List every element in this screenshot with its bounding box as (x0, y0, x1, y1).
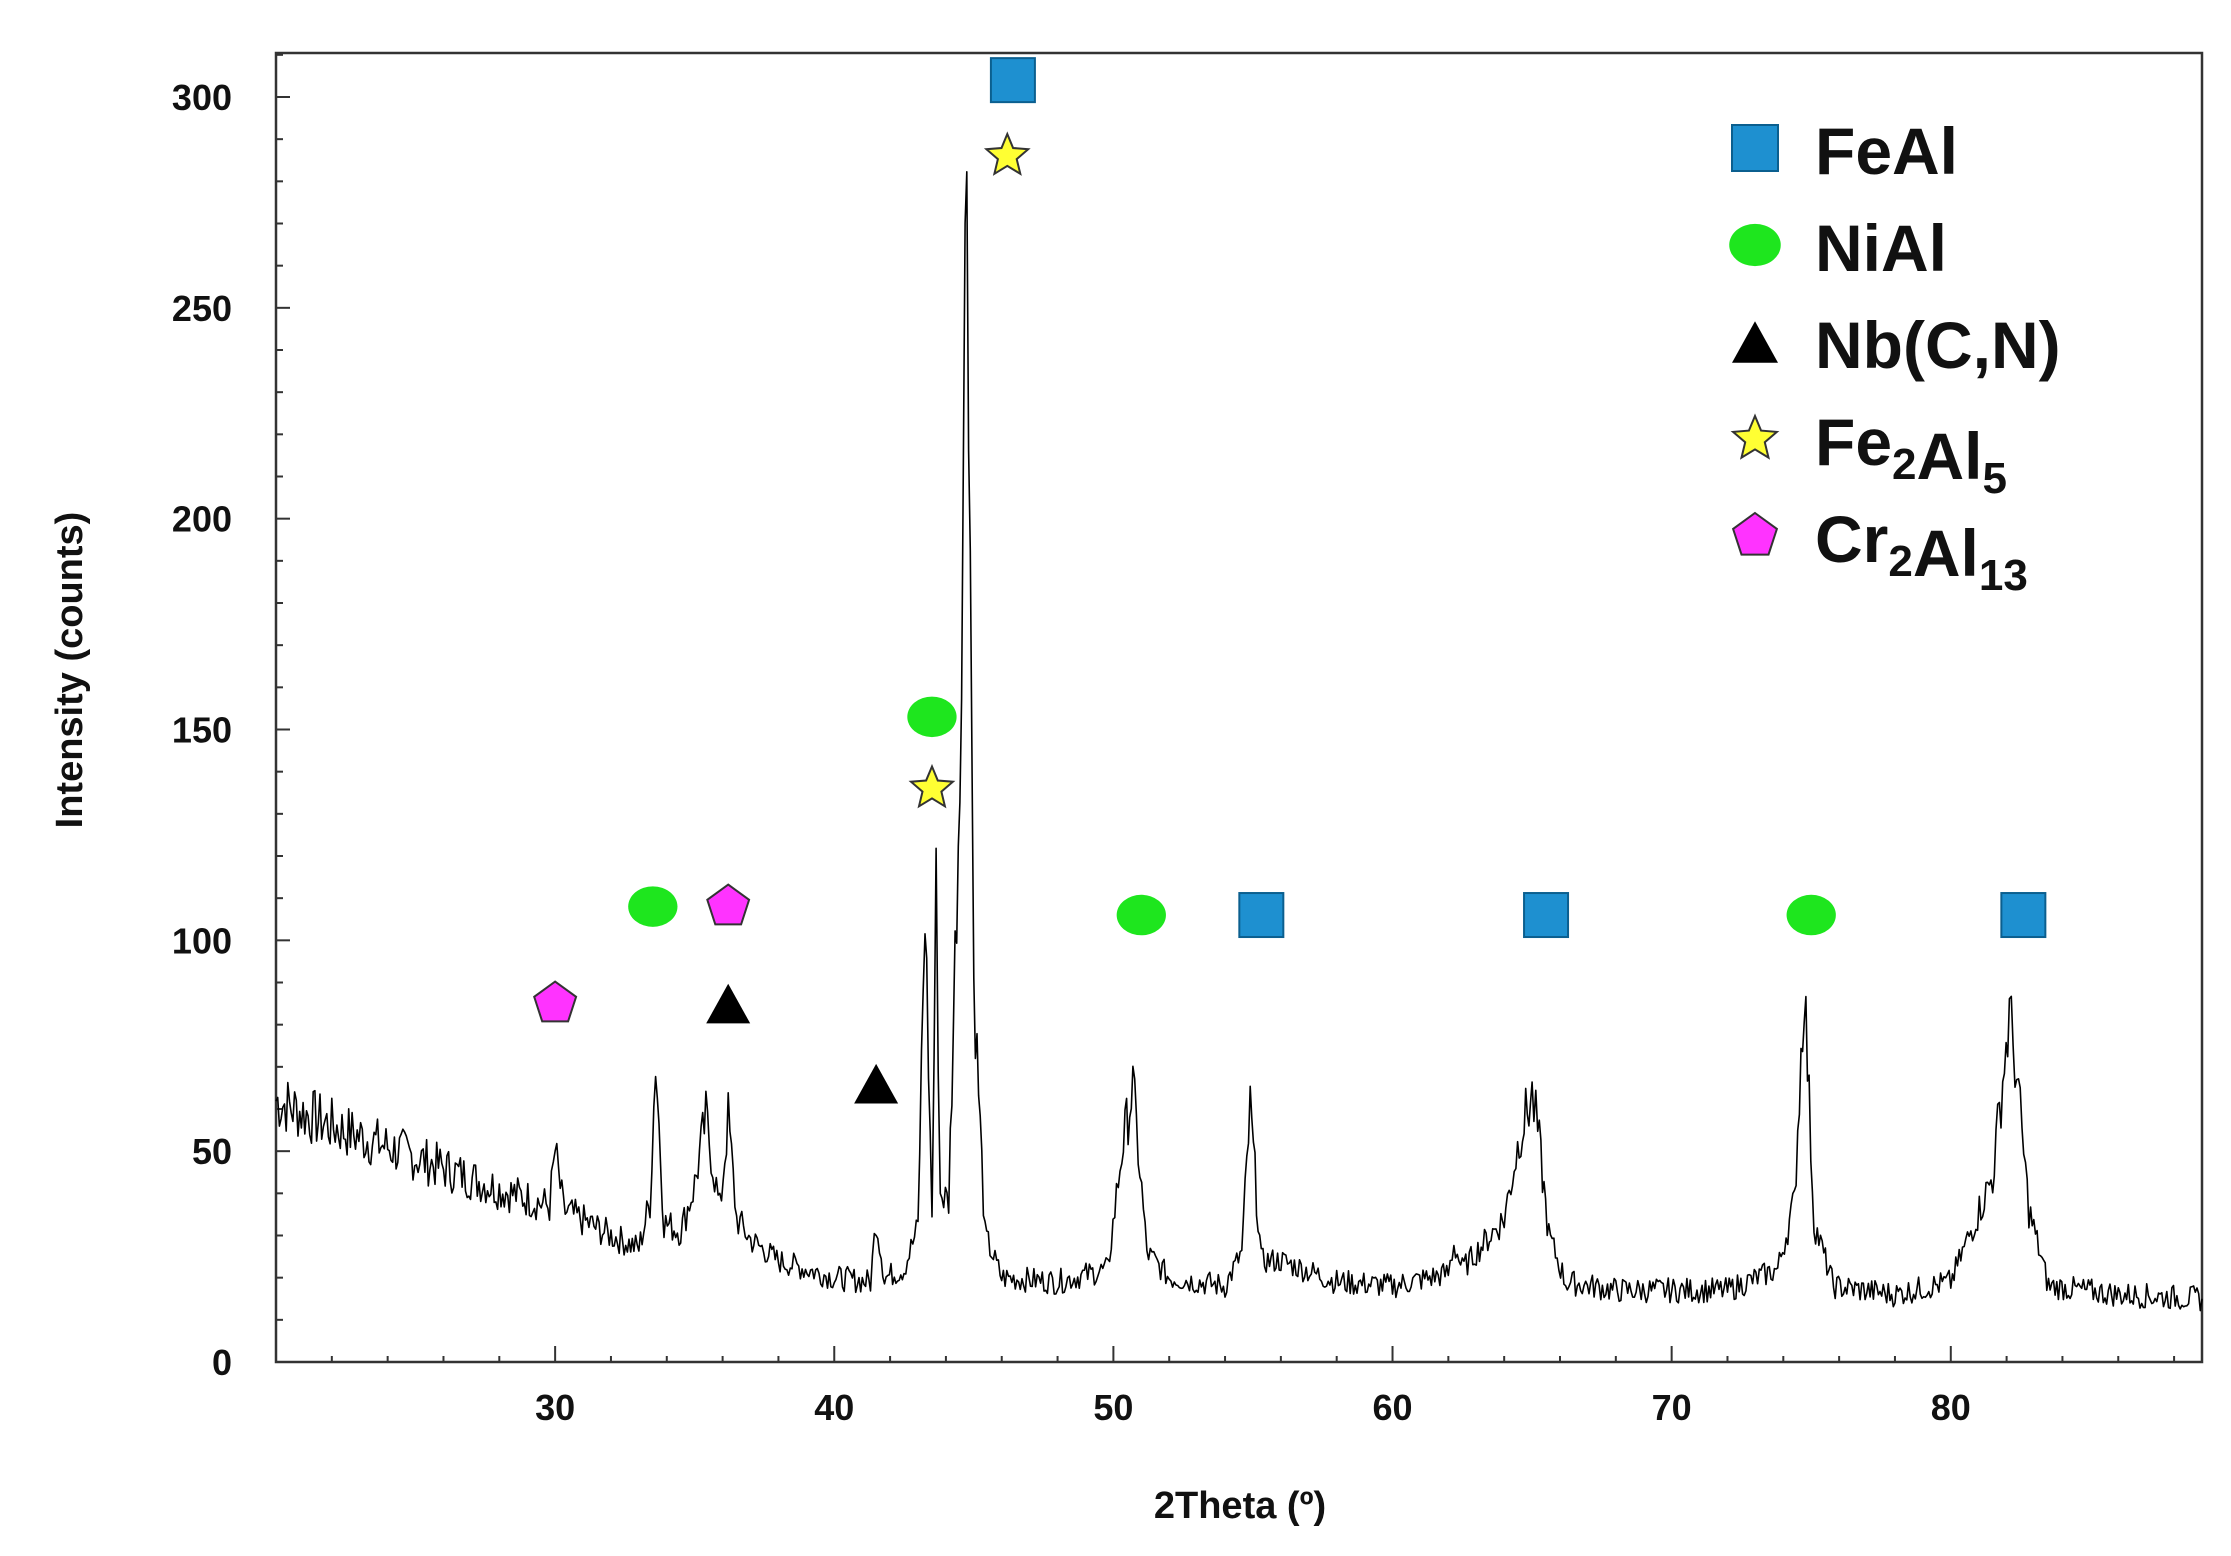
marker-shape (1786, 894, 1836, 936)
y-axis: 0 50 100 150 200 250 300 (172, 53, 290, 1383)
phase-marker-square (2000, 892, 2047, 939)
marker-shape (854, 1063, 899, 1104)
marker-shape (1116, 894, 1166, 936)
series-line (275, 171, 2203, 1312)
marker-shape (907, 696, 957, 738)
marker-shape (628, 886, 678, 927)
marker-shape (706, 983, 751, 1024)
legend-marker-square (1731, 124, 1779, 172)
y-tick-label: 100 (172, 920, 232, 961)
marker-shape (983, 131, 1031, 176)
x-axis-title: 2Theta (º) (1154, 1485, 1326, 1527)
legend-label: Cr2Al13 (1815, 502, 2028, 600)
marker-shape (706, 883, 751, 926)
x-tick-label: 30 (535, 1387, 575, 1428)
marker-shape (1731, 511, 1779, 556)
legend-marker-ellipse (1729, 223, 1781, 267)
phase-marker-ellipse (1786, 894, 1836, 936)
phase-marker-triangle (854, 1063, 899, 1104)
marker-shape (2000, 892, 2047, 939)
legend-label: FeAl (1815, 114, 1958, 188)
y-tick-label: 300 (172, 77, 232, 118)
marker-shape (1729, 223, 1781, 267)
y-tick-label: 200 (172, 499, 232, 540)
marker-shape (1732, 321, 1778, 363)
marker-shape (1731, 124, 1779, 172)
phase-markers (533, 57, 2047, 1104)
marker-shape (989, 57, 1036, 104)
plot-area-frame (274, 51, 2204, 1364)
y-tick-label: 0 (212, 1342, 232, 1383)
x-tick-label: 40 (814, 1387, 854, 1428)
phase-marker-square (1523, 892, 1570, 939)
marker-shape (1523, 892, 1570, 939)
y-axis-title: Intensity (counts) (49, 512, 91, 829)
y-tick-label: 50 (192, 1131, 232, 1172)
x-tick-label: 50 (1093, 1387, 1133, 1428)
y-tick-label: 150 (172, 710, 232, 751)
marker-shape (533, 980, 578, 1023)
marker-shape (1238, 892, 1285, 939)
x-tick-label: 60 (1372, 1387, 1412, 1428)
phase-marker-ellipse (1116, 894, 1166, 936)
y-tick-label: 250 (172, 288, 232, 329)
legend-label: NiAl (1815, 211, 1947, 285)
marker-shape (908, 763, 956, 809)
legend-label: Nb(C,N) (1815, 308, 2061, 382)
phase-marker-square (1238, 892, 1285, 939)
phase-marker-pentagon (706, 883, 751, 926)
x-axis: 30 40 50 60 70 80 (330, 1346, 2176, 1428)
phase-marker-star (908, 763, 956, 809)
phase-marker-ellipse (907, 696, 957, 738)
x-tick-label: 80 (1931, 1387, 1971, 1428)
legend-marker-star (1730, 413, 1780, 460)
phase-marker-square (989, 57, 1036, 104)
phase-marker-ellipse (628, 886, 678, 927)
x-tick-label: 70 (1652, 1387, 1692, 1428)
phase-marker-star (983, 131, 1031, 176)
legend-marker-pentagon (1731, 511, 1779, 556)
marker-shape (1730, 413, 1780, 460)
series-layer (275, 171, 2203, 1312)
legend-marker-triangle (1732, 321, 1778, 363)
legend-label: Fe2Al5 (1815, 405, 2007, 503)
phase-marker-pentagon (533, 980, 578, 1023)
phase-marker-triangle (706, 983, 751, 1024)
